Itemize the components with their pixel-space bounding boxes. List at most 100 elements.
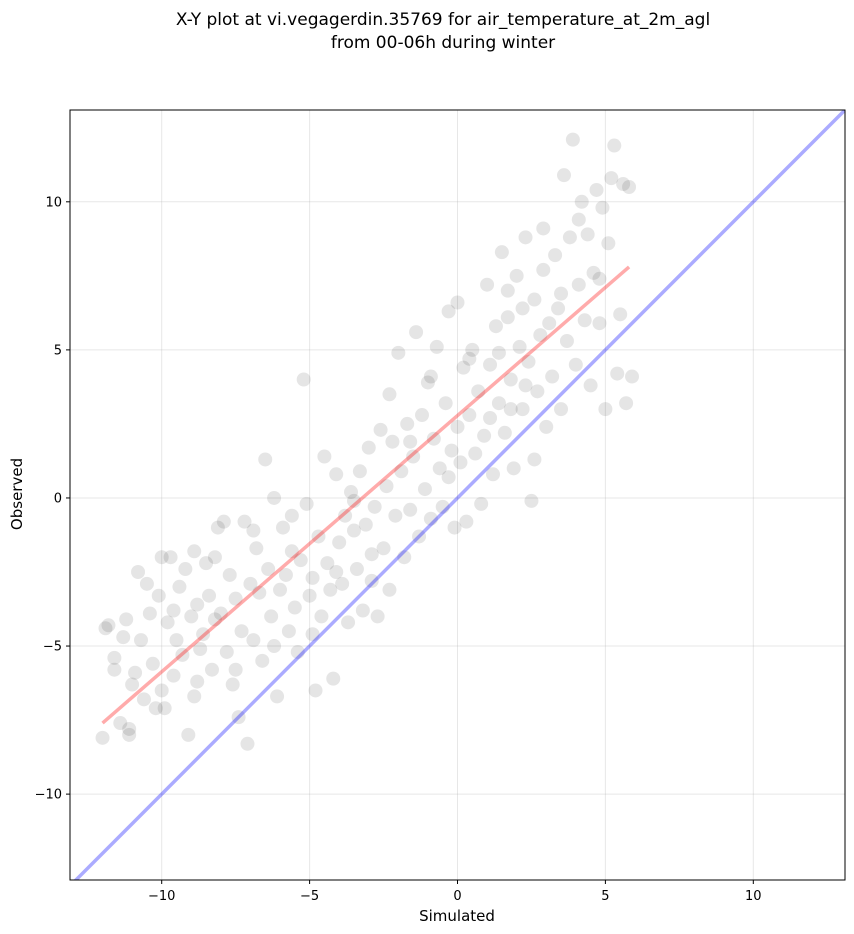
scatter-point-18: [154, 683, 169, 698]
scatter-point-21: [163, 550, 178, 565]
scatter-point-192: [346, 493, 361, 508]
scatter-point-106: [412, 529, 427, 544]
scatter-point-165: [583, 378, 598, 393]
scatter-point-143: [518, 230, 533, 245]
scatter-point-101: [397, 550, 412, 565]
scatter-point-181: [139, 576, 154, 591]
scatter-point-133: [488, 319, 503, 334]
scatter-point-131: [483, 357, 498, 372]
scatter-point-0: [95, 730, 110, 745]
scatter-point-102: [400, 416, 415, 431]
scatter-point-3: [107, 650, 122, 665]
y-axis-ticks: −10 −5 0 5 10: [35, 195, 70, 803]
scatter-point-173: [607, 138, 622, 153]
scatter-point-170: [598, 402, 613, 417]
scatter-point-23: [169, 633, 184, 648]
scatter-point-203: [554, 286, 569, 301]
scatter-point-52: [252, 585, 267, 600]
chart-title-line-2: from 00-06h during winter: [331, 33, 555, 53]
y-axis-label: Observed: [8, 458, 26, 530]
scatter-point-19: [157, 701, 172, 716]
scatter-point-124: [462, 408, 477, 423]
scatter-point-138: [503, 372, 518, 387]
scatter-point-149: [536, 262, 551, 277]
scatter-point-155: [554, 402, 569, 417]
scatter-point-20: [160, 615, 175, 630]
scatter-point-194: [382, 387, 397, 402]
scatter-point-180: [116, 630, 131, 645]
scatter-point-128: [474, 496, 489, 511]
scatter-point-42: [222, 567, 237, 582]
scatter-point-92: [370, 609, 385, 624]
scatter-point-22: [166, 668, 181, 683]
scatter-point-15: [145, 656, 160, 671]
scatter-point-31: [190, 597, 205, 612]
scatter-point-16: [151, 588, 166, 603]
scatter-point-166: [586, 265, 601, 280]
scatter-point-67: [296, 372, 311, 387]
scatter-point-99: [391, 345, 406, 360]
y-tick-label-4: 10: [45, 195, 62, 210]
scatter-point-103: [403, 502, 418, 517]
scatter-point-91: [367, 499, 382, 514]
scatter-point-25: [175, 647, 190, 662]
scatter-point-207: [503, 402, 518, 417]
scatter-point-108: [417, 482, 432, 497]
scatter-point-118: [447, 520, 462, 535]
scatter-point-35: [202, 588, 217, 603]
scatter-point-179: [625, 369, 640, 384]
x-tick-label-0: −10: [148, 889, 175, 904]
scatter-point-6: [119, 612, 134, 627]
scatter-point-185: [207, 550, 222, 565]
scatter-point-142: [515, 402, 530, 417]
scatter-point-195: [403, 434, 418, 449]
scatter-point-59: [273, 582, 288, 597]
scatter-point-61: [278, 567, 293, 582]
x-tick-label-2: 0: [453, 889, 461, 904]
scatter-point-158: [562, 230, 577, 245]
scatter-point-178: [622, 180, 637, 194]
scatter-point-76: [323, 582, 338, 597]
scatter-point-12: [133, 633, 148, 648]
scatter-point-119: [450, 419, 465, 434]
scatter-point-202: [536, 221, 551, 236]
scatter-point-172: [604, 171, 619, 186]
scatter-point-148: [533, 328, 548, 343]
y-tick-label-2: 0: [54, 491, 62, 506]
scatter-point-9: [125, 677, 140, 692]
scatter-point-177: [619, 396, 634, 411]
scatter-point-55: [261, 562, 276, 577]
scatter-point-123: [459, 514, 474, 529]
scatter-point-147: [530, 384, 545, 399]
fit-line: [101, 265, 631, 725]
chart-title-line-1: X-Y plot at vi.vegagerdin.35769 for air_…: [176, 10, 710, 30]
scatter-point-53: [255, 653, 270, 668]
scatter-point-116: [441, 304, 456, 319]
scatter-point-24: [172, 579, 187, 594]
scatter-point-63: [284, 544, 299, 559]
scatter-point-132: [485, 467, 500, 482]
scatter-point-160: [568, 357, 583, 372]
scatter-point-198: [462, 351, 477, 366]
scatter-point-78: [329, 467, 344, 482]
scatter-point-94: [376, 541, 391, 556]
scatter-point-196: [423, 369, 438, 384]
scatter-point-167: [589, 182, 604, 197]
scatter-point-126: [468, 446, 483, 461]
scatter-point-183: [166, 603, 181, 618]
scatter-point-1: [98, 621, 113, 636]
scatter-point-48: [240, 736, 255, 751]
scatter-point-186: [228, 662, 243, 677]
scatter-point-65: [290, 644, 305, 659]
scatter-point-66: [293, 553, 308, 568]
scatter-point-8: [122, 727, 137, 742]
scatter-point-139: [506, 461, 521, 476]
scatter-point-197: [441, 470, 456, 485]
scatter-point-122: [456, 360, 471, 375]
scatter-point-87: [355, 603, 370, 618]
scatter-point-187: [246, 523, 261, 538]
scatter-point-83: [344, 485, 359, 500]
scatter-point-112: [429, 339, 444, 354]
scatter-point-60: [275, 520, 290, 535]
scatter-point-57: [267, 490, 282, 505]
